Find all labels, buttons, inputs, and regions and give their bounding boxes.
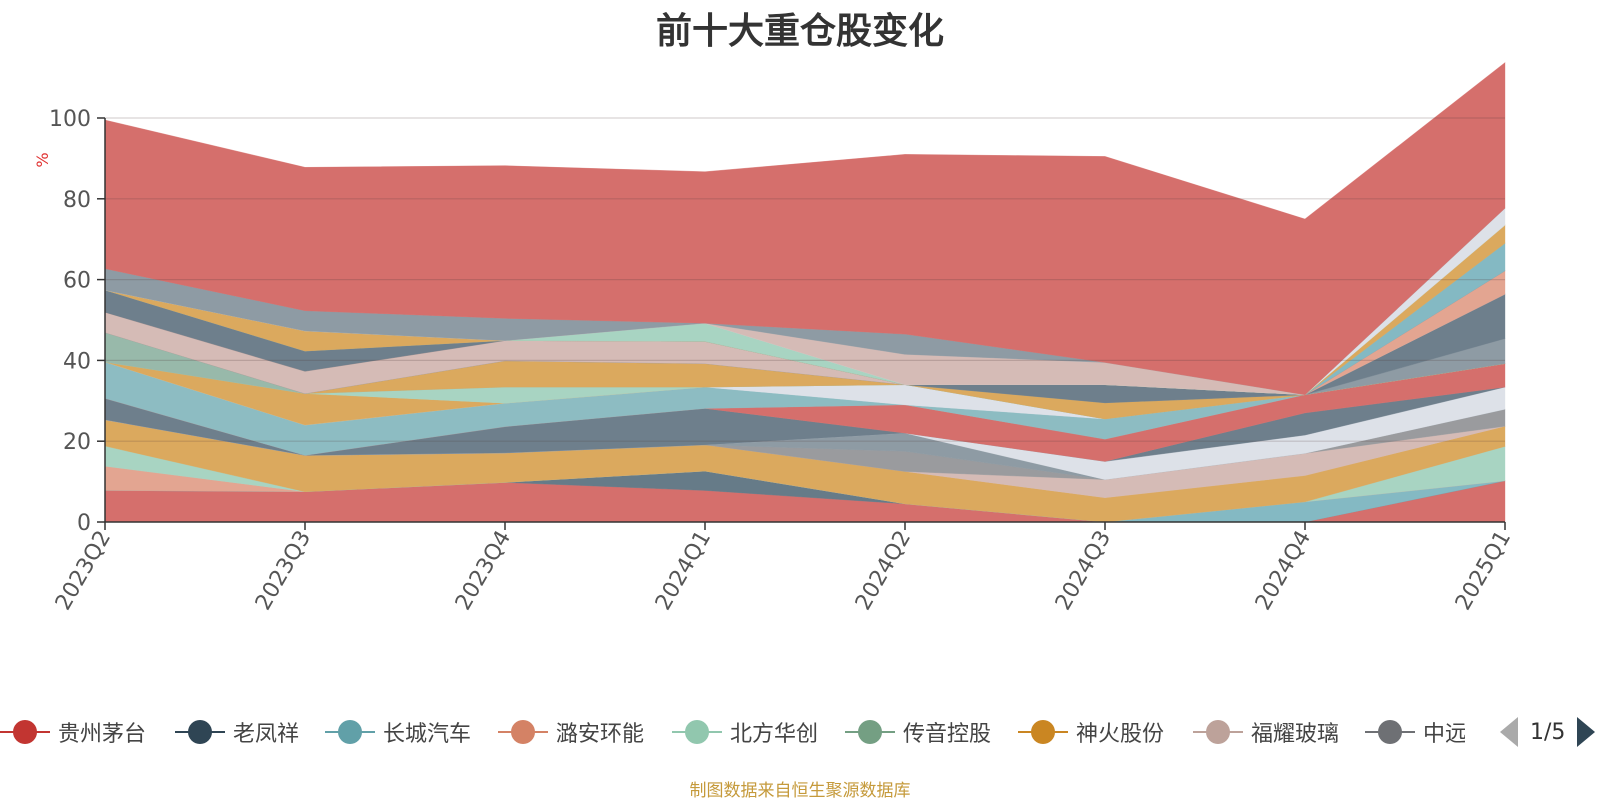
legend-label-7: 神火股份: [1076, 722, 1165, 747]
legend-label-8: 福耀玻璃: [1251, 722, 1340, 747]
x-tick-label-6: 2024Q4: [1251, 527, 1316, 615]
legend-item-7[interactable]: 神火股份: [1018, 712, 1164, 752]
chart-title: 前十大重仓股变化: [655, 11, 944, 52]
y-tick-label-2: 40: [63, 349, 91, 374]
y-tick-label-5: 100: [49, 107, 91, 132]
legend-item-5[interactable]: 北方华创: [672, 712, 818, 752]
legend-swatch-9: [1365, 717, 1415, 747]
x-tick-label-5: 2024Q3: [1051, 527, 1116, 615]
legend-swatch-1: [0, 717, 50, 747]
legend-swatch-8: [1193, 717, 1243, 747]
legend-label-6: 传音控股: [903, 722, 992, 747]
legend-label-3: 长城汽车: [383, 722, 472, 747]
y-tick-label-4: 80: [63, 188, 91, 213]
stacked-area-chart: % 0 20 40 60 80 100 2023Q2 2023Q3 2023Q4 2024Q1 20…: [33, 62, 1516, 615]
legend-item-4[interactable]: 潞安环能: [498, 712, 644, 752]
legend-prev-page-icon[interactable]: [1500, 717, 1518, 747]
area-series-30: [104, 62, 1506, 396]
y-tick-label-3: 60: [63, 269, 91, 294]
legend-swatch-4: [498, 717, 548, 747]
x-tick-label-3: 2024Q1: [651, 527, 716, 615]
legend-swatch-2: [175, 717, 225, 747]
legend-label-5: 北方华创: [730, 722, 819, 747]
legend-swatch-3: [325, 717, 375, 747]
legend-items: 贵州茅台 老凤祥 长城汽车 潞安环能 北方华创 传音控股 神火股份 福耀玻璃 中远海控: [0, 712, 1465, 752]
x-tick-label-2: 2023Q4: [451, 527, 516, 615]
legend-item-9[interactable]: 中远海控: [1365, 712, 1465, 752]
legend-label-9: 中远海控: [1423, 722, 1465, 747]
legend-swatch-7: [1018, 717, 1068, 747]
legend-page-indicator: 1/5: [1530, 719, 1566, 745]
legend-item-6[interactable]: 传音控股: [845, 712, 991, 752]
legend-swatch-6: [845, 717, 895, 747]
x-tick-label-1: 2023Q3: [251, 527, 316, 615]
x-tick-label-4: 2024Q2: [851, 527, 916, 615]
legend-item-3[interactable]: 长城汽车: [325, 712, 471, 752]
y-axis-unit-label: %: [33, 152, 52, 167]
grid-lines: [105, 117, 1505, 442]
legend: 贵州茅台 老凤祥 长城汽车 潞安环能 北方华创 传音控股 神火股份 福耀玻璃 中远海控 1/5: [0, 712, 1600, 752]
x-tick-label-7: 2025Q1: [1451, 527, 1516, 615]
x-tick-label-0: 2023Q2: [51, 527, 116, 615]
legend-item-8[interactable]: 福耀玻璃: [1193, 712, 1339, 752]
legend-label-1: 贵州茅台: [58, 722, 147, 747]
legend-pager: 1/5: [1500, 714, 1596, 750]
source-note: 制图数据来自恒生聚源数据库: [689, 781, 911, 801]
y-tick-label-0: 0: [77, 511, 91, 536]
legend-label-4: 潞安环能: [556, 722, 645, 747]
legend-item-2[interactable]: 老凤祥: [175, 712, 299, 752]
legend-item-1[interactable]: 贵州茅台: [0, 712, 146, 752]
area-series-layer: [104, 62, 1506, 523]
legend-next-page-icon[interactable]: [1577, 717, 1596, 747]
legend-label-2: 老凤祥: [233, 722, 300, 747]
legend-swatch-5: [672, 717, 722, 747]
y-tick-label-1: 20: [63, 430, 91, 455]
